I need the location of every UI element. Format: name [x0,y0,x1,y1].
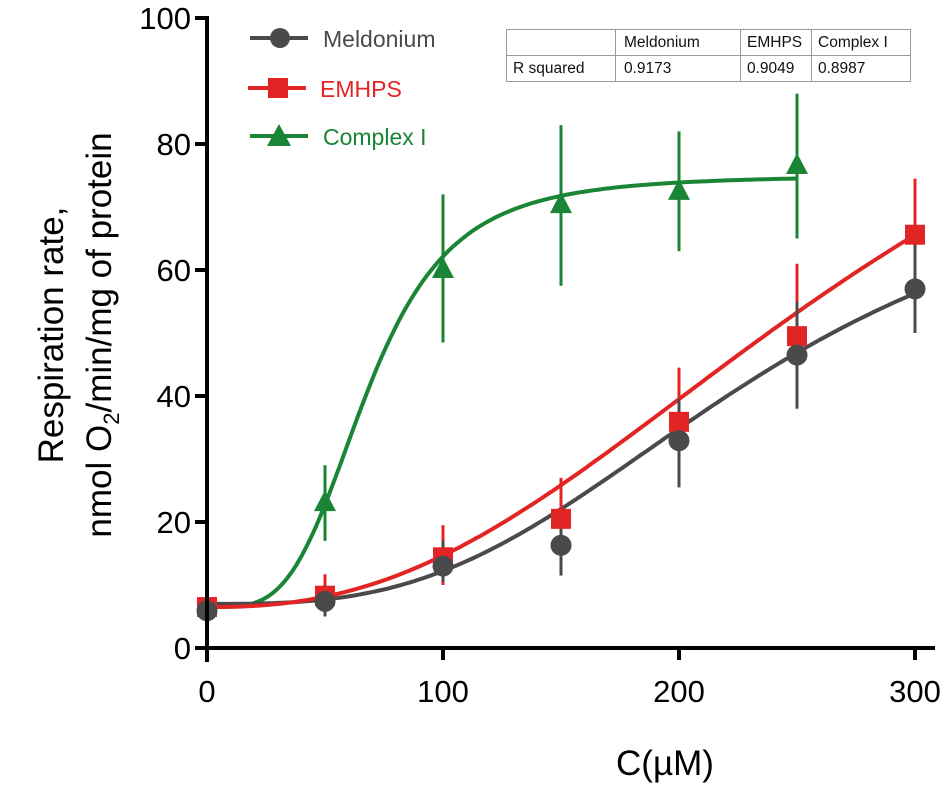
legend: Meldonium EMHPS Complex I [248,26,436,150]
y-tick-label: 60 [157,253,191,288]
x-ticks: 0 100 200 300 [198,648,941,709]
x-tick-label: 0 [198,674,215,709]
r-squared-table: Meldonium EMHPS Complex I R squared 0.91… [506,29,911,82]
y-tick-label: 20 [157,505,191,540]
table-header-cell: Meldonium [615,29,741,56]
y-axis-title: Respiration rate, nmol O2/min/mg of prot… [32,132,124,537]
data-point-emhps [551,508,571,529]
table-cell: 0.9049 [740,55,812,82]
table-cell: 0.9173 [615,55,741,82]
table-header-cell: EMHPS [740,29,812,56]
data-point-meldonium [668,430,690,452]
table-cell: 0.8987 [811,55,911,82]
data-point-complex-i [786,153,808,175]
y-tick-label: 80 [157,127,191,162]
legend-label-meldonium: Meldonium [323,26,436,52]
table-header-cell [506,29,616,56]
x-tick-label: 200 [653,674,705,709]
y-tick-label: 100 [139,1,191,36]
data-point-meldonium [314,590,336,612]
data-point-complex-i [550,192,572,214]
fit-curve-complex-i [207,176,798,609]
legend-label-complex-i: Complex I [323,124,427,150]
data-point-meldonium [904,278,926,300]
data-point-complex-i [668,178,690,200]
data-point-meldonium [786,344,808,366]
data-point-emhps [669,411,689,432]
y-axis-title-prefix: nmol O [80,425,119,538]
y-tick-label: 0 [174,631,191,666]
axes [195,16,935,662]
x-axis-title: C(µM) [616,744,714,783]
y-axis-title-line1: Respiration rate, [32,207,71,464]
x-tick-label: 100 [417,674,469,709]
table-header-cell: Complex I [811,29,911,56]
legend-circle-icon [270,28,290,48]
legend-square-icon [268,78,288,98]
data-point-emhps [787,326,807,347]
y-axis-title-subscript: 2 [99,413,124,425]
y-axis-title-suffix: /min/mg of protein [80,132,119,412]
data-point-complex-i [432,257,454,278]
table-row-label: R squared [506,55,616,82]
y-axis-title-line2: nmol O2/min/mg of protein [80,132,124,537]
table-header-row: Meldonium EMHPS Complex I [506,29,911,56]
y-tick-label: 40 [157,379,191,414]
legend-item-meldonium: Meldonium [250,26,436,52]
x-tick-label: 300 [889,674,941,709]
data-point-meldonium [550,534,572,556]
y-ticks: 0 20 40 60 80 100 [139,1,207,666]
legend-label-emhps: EMHPS [320,76,402,102]
table-row: R squared 0.9173 0.9049 0.8987 [506,55,911,82]
data-point-meldonium [432,555,454,577]
legend-item-complex-i: Complex I [250,124,427,150]
data-point-emhps [905,224,925,245]
legend-triangle-icon [267,124,291,146]
legend-item-emhps: EMHPS [248,76,402,102]
data-point-complex-i [314,490,336,512]
